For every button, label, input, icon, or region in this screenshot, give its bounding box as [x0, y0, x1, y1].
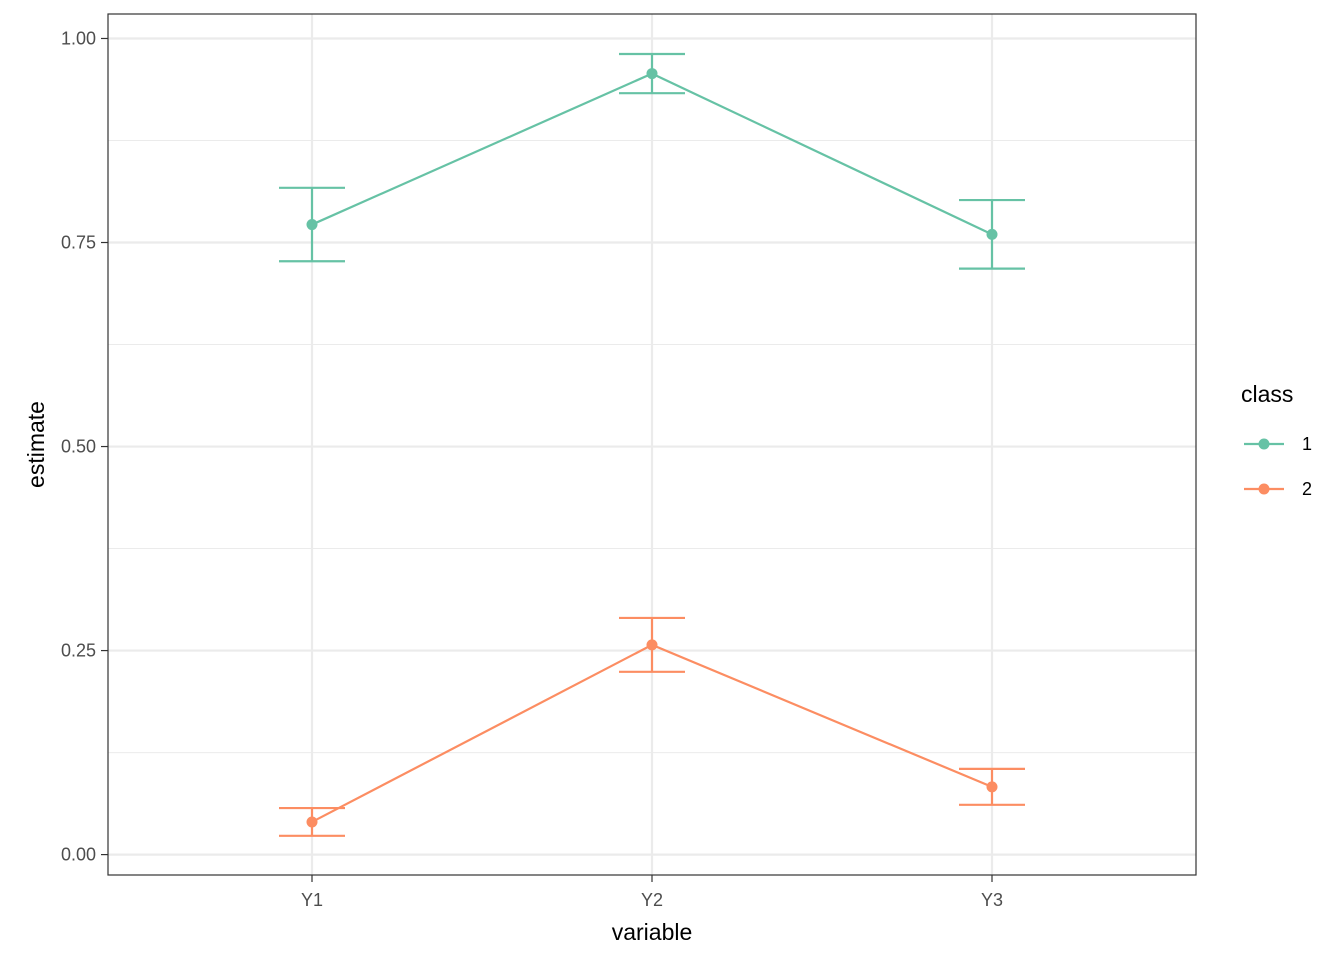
x-axis-title: variable — [612, 919, 693, 945]
x-tick-label: Y1 — [301, 890, 323, 910]
data-point — [306, 219, 318, 231]
legend-label: 1 — [1302, 434, 1312, 454]
legend-key-point — [1258, 483, 1270, 495]
legend: class 1 2 — [1241, 381, 1312, 499]
data-point — [646, 639, 658, 651]
y-axis-title: estimate — [23, 401, 49, 488]
y-tick-label: 0.50 — [61, 437, 96, 457]
legend-title: class — [1241, 381, 1293, 407]
legend-key-point — [1258, 438, 1270, 450]
legend-item-2: 2 — [1244, 479, 1312, 499]
series-layer — [279, 52, 1025, 837]
y-tick-label: 1.00 — [61, 28, 96, 48]
data-point — [306, 816, 318, 828]
y-tick-label: 0.00 — [61, 845, 96, 865]
x-tick-label: Y3 — [981, 890, 1003, 910]
series-2 — [279, 616, 1025, 837]
data-point — [986, 781, 998, 793]
series-1 — [279, 52, 1025, 270]
x-tick-label: Y2 — [641, 890, 663, 910]
legend-item-1: 1 — [1244, 434, 1312, 454]
data-point — [986, 228, 998, 240]
y-tick-label: 0.75 — [61, 233, 96, 253]
y-tick-label: 0.25 — [61, 641, 96, 661]
axes: 0.00 0.25 0.50 0.75 1.00 Y1 Y2 Y3 — [61, 28, 1003, 910]
legend-label: 2 — [1302, 479, 1312, 499]
data-point — [646, 68, 658, 80]
